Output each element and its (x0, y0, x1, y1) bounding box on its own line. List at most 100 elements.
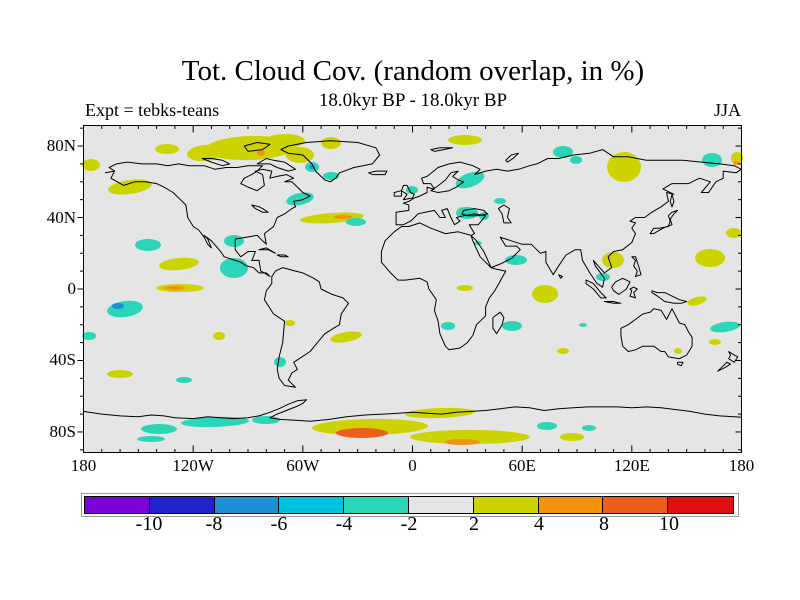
anomaly-patch (695, 249, 725, 267)
anomaly-patch (155, 144, 179, 154)
y-axis-label: 40S (49, 350, 76, 370)
anomaly-patch (112, 303, 124, 309)
anomaly-patch (274, 357, 286, 367)
anomaly-patch (265, 134, 305, 148)
map-frame (83, 125, 742, 453)
coastline-japan (649, 209, 678, 235)
anomaly-patch (448, 135, 482, 145)
coastline-caspian-sea (497, 204, 512, 224)
colorbar-label: -10 (135, 513, 163, 535)
x-axis-label: 60W (286, 456, 320, 475)
coastline-baffin (256, 158, 296, 172)
x-axis-label: 180 (70, 456, 97, 475)
x-axis-label: 60E (508, 456, 536, 475)
anomaly-patch (502, 321, 522, 331)
coastline-great-lakes (251, 204, 269, 213)
colorbar-segment (85, 497, 150, 513)
anomaly-patch (582, 425, 596, 431)
anomaly-patch (406, 186, 418, 194)
anomaly-patch (176, 377, 192, 383)
x-axis-label: 120W (172, 456, 214, 475)
anomaly-patch (220, 258, 248, 278)
colorbar-label: -6 (270, 513, 288, 535)
anomaly-patch (321, 137, 341, 149)
colorbar-segment (668, 497, 733, 513)
anomaly-patch (532, 285, 558, 303)
anomaly-patch (557, 348, 569, 354)
experiment-label: Expt = tebks-teans (85, 100, 220, 120)
anomaly-patch (159, 257, 199, 271)
plot-subtitle: 18.0kyr BP - 18.0kyr BP (318, 90, 508, 111)
coastline-cuba (258, 247, 276, 254)
x-axis-label: 0 (408, 456, 417, 475)
anomaly-patch (286, 192, 314, 206)
anomaly-patch (607, 152, 641, 182)
anomaly-patch (405, 407, 475, 419)
coastline-novaya-zemlya (505, 152, 519, 163)
anomaly-patch (165, 286, 185, 290)
coastline-iceland (368, 170, 388, 176)
anomaly-patch (82, 159, 100, 171)
coastline-nz-south (717, 361, 731, 372)
anomaly-patch (137, 436, 165, 442)
anomaly-patch (257, 150, 265, 156)
anomaly-patch (553, 146, 573, 158)
coastline-ireland (393, 190, 402, 197)
anomaly-patch (441, 322, 455, 330)
colorbar-label: 10 (659, 513, 679, 535)
anomaly-patch (323, 172, 339, 180)
anomaly-patch (336, 428, 388, 438)
anomaly-patch (444, 439, 480, 445)
anomaly-patch (602, 252, 624, 268)
anomaly-patch (252, 416, 280, 424)
coastline-south-america (263, 267, 349, 388)
colorbar-label: 8 (599, 513, 609, 535)
anomaly-patch (82, 332, 96, 340)
anomaly-patch (579, 323, 587, 327)
colorbar-label: -8 (205, 513, 223, 535)
anomaly-patch (457, 285, 473, 291)
x-axis-label: 180 (728, 456, 755, 475)
anomaly-patch (710, 321, 740, 333)
anomaly-patch (702, 153, 722, 167)
y-axis-label: 40N (46, 207, 76, 227)
colorbar-segment (279, 497, 345, 513)
colorbar-segment (214, 497, 280, 513)
anomaly-patch (494, 198, 506, 204)
coastline-eurasia (395, 149, 742, 288)
y-axis-label: 0 (67, 279, 77, 298)
colorbar-segment (149, 497, 215, 513)
y-axis-label: 80S (49, 421, 76, 441)
page-title: Tot. Cloud Cov. (random overlap, in %) (181, 55, 645, 87)
anomaly-patch (330, 331, 362, 343)
coastline-black-sea (461, 208, 488, 217)
coastline-sulawesi (629, 286, 638, 299)
coastline-philippines (631, 256, 642, 277)
x-axis-label: 120E (613, 456, 650, 475)
colorbar-segments (84, 496, 734, 514)
colorbar-segment (603, 497, 669, 513)
coastline-new-guinea (651, 290, 688, 304)
anomaly-patch (687, 296, 707, 306)
anomaly-patch (709, 339, 721, 345)
colorbar-segment (538, 497, 604, 513)
anomaly-patch (479, 212, 489, 220)
coastline-australia (620, 308, 693, 360)
coastline-uk (401, 184, 415, 201)
anomaly-patch (107, 370, 133, 378)
anomaly-patch (726, 228, 742, 238)
coastline-greenland (280, 140, 381, 183)
y-axis-label: 80N (46, 136, 76, 156)
anomaly-patch (731, 152, 743, 164)
anomaly-patch (455, 171, 485, 189)
anomaly-patch (181, 416, 249, 428)
anomaly-patch (537, 422, 557, 430)
colorbar-label: 2 (469, 513, 479, 535)
anomaly-patch (410, 430, 530, 444)
colorbar-segment (473, 497, 539, 513)
coastline-antarctica (83, 399, 742, 422)
coastline-nz-north (728, 351, 739, 363)
anomaly-patch (334, 215, 352, 219)
colorbar-segment (408, 497, 474, 513)
